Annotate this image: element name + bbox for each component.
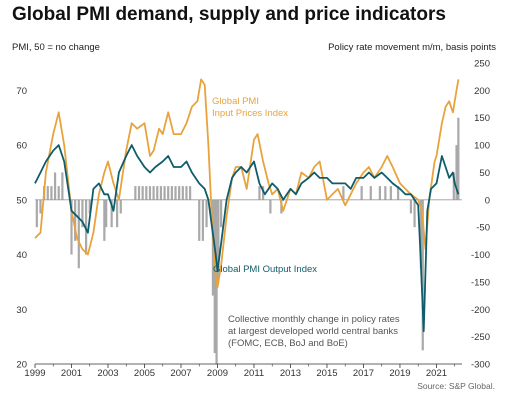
x-tick-label: 2009 [207, 368, 228, 379]
x-tick-label: 2017 [353, 368, 374, 379]
policy-rate-bar [103, 199, 106, 241]
policy-rate-bar [70, 199, 73, 255]
policy-rate-bar [342, 186, 345, 200]
policy-rate-bar [185, 186, 188, 200]
policy-rate-bar [57, 186, 60, 200]
policy-rate-bar [110, 199, 113, 228]
policy-rate-bar [389, 186, 392, 200]
right-tick-label: -200 [471, 305, 490, 316]
policy-rate-bar [409, 199, 413, 214]
policy-rate-bar [148, 186, 152, 200]
policy-rate-bar [220, 199, 223, 228]
annotation-bars: at largest developed world central banks [228, 326, 398, 337]
policy-rate-bar [369, 186, 372, 200]
policy-rate-bar [201, 199, 204, 241]
right-tick-label: 250 [474, 59, 490, 70]
policy-rate-bar [178, 186, 181, 200]
left-tick-label: 70 [16, 86, 27, 97]
policy-rate-bar [156, 186, 159, 200]
policy-rate-bar [152, 186, 155, 200]
policy-rate-bar [217, 199, 220, 282]
policy-rate-bar [39, 199, 42, 214]
x-tick-label: 2019 [389, 368, 410, 379]
policy-rate-bar [181, 186, 184, 200]
right-tick-label: -50 [476, 223, 490, 234]
policy-rate-bar [213, 199, 216, 354]
left-tick-label: 60 [16, 141, 27, 152]
right-tick-label: 150 [474, 113, 490, 124]
policy-rate-bar [116, 199, 119, 228]
annotation-prices: Input Prices Index [212, 108, 288, 119]
policy-rate-bar [360, 186, 363, 200]
policy-rate-bar [413, 199, 416, 228]
left-axis-label: PMI, 50 = no change [12, 42, 100, 53]
policy-rate-bar [419, 199, 423, 269]
policy-rate-bar [53, 172, 57, 200]
x-tick-label: 2015 [316, 368, 337, 379]
right-tick-label: 0 [485, 195, 490, 206]
policy-rate-bar [119, 199, 122, 214]
policy-rate-bar [452, 172, 455, 200]
policy-rate-bar [205, 199, 208, 228]
policy-rate-bar [455, 145, 458, 200]
annotation-bars: (FOMC, ECB, BoJ and BoE) [228, 338, 348, 349]
right-tick-label: -300 [471, 360, 490, 371]
policy-rate-bar [50, 186, 53, 200]
policy-rate-bar [46, 186, 49, 200]
x-tick-label: 2013 [280, 368, 301, 379]
x-tick-label: 2021 [426, 368, 447, 379]
policy-rate-bar [174, 186, 177, 200]
policy-rate-bar [170, 186, 173, 200]
right-tick-label: -150 [471, 277, 490, 288]
right-tick-label: -250 [471, 332, 490, 343]
annotation-output: Global PMI Output Index [213, 264, 317, 275]
policy-rate-bar [198, 199, 201, 241]
input-prices-line [34, 78, 460, 289]
policy-rate-bar [159, 186, 163, 200]
policy-rate-bar [384, 186, 387, 200]
right-axis-label: Policy rate movement m/m, basis points [328, 42, 496, 53]
source-note: Source: S&P Global. [417, 381, 495, 391]
policy-rate-bar [137, 186, 141, 200]
policy-rate-bar [189, 186, 192, 200]
policy-rate-bar [88, 199, 91, 214]
output-index-line [34, 144, 460, 333]
policy-rate-bar [167, 186, 170, 200]
policy-rate-bar [261, 186, 265, 200]
policy-rate-bar [105, 199, 108, 228]
policy-rate-bar [81, 199, 84, 228]
x-tick-label: 2011 [244, 368, 264, 379]
annotation-bars: Collective monthly change in policy rate… [228, 314, 400, 325]
left-tick-label: 50 [16, 195, 27, 206]
policy-rate-bar [421, 199, 424, 351]
left-tick-label: 40 [16, 250, 27, 261]
policy-rate-bar [258, 186, 261, 200]
policy-rate-bar [74, 199, 77, 241]
right-tick-label: 100 [474, 141, 490, 152]
policy-rate-bar [35, 199, 38, 228]
right-tick-label: 50 [479, 168, 490, 179]
x-tick-label: 2001 [61, 368, 82, 379]
policy-rate-bar [378, 186, 381, 200]
x-tick-label: 2007 [170, 368, 191, 379]
x-tick-label: 2003 [97, 368, 118, 379]
policy-rate-bar [457, 117, 460, 200]
left-tick-label: 20 [16, 360, 27, 371]
policy-rate-bar [269, 199, 272, 214]
chart-title: Global PMI demand, supply and price indi… [12, 4, 446, 25]
right-tick-label: 200 [474, 86, 490, 97]
x-tick-label: 1999 [24, 368, 45, 379]
x-tick-label: 2005 [134, 368, 155, 379]
policy-rate-bar [397, 186, 400, 200]
right-tick-label: -100 [471, 250, 490, 261]
policy-rate-bar [77, 199, 80, 269]
policy-rate-bar [61, 172, 64, 200]
left-tick-label: 30 [16, 305, 27, 316]
policy-rate-bar [163, 186, 166, 200]
policy-rate-bar [145, 186, 148, 200]
annotation-prices: Global PMI [212, 96, 259, 107]
policy-rate-bar [134, 186, 137, 200]
policy-rate-bar [141, 186, 144, 200]
